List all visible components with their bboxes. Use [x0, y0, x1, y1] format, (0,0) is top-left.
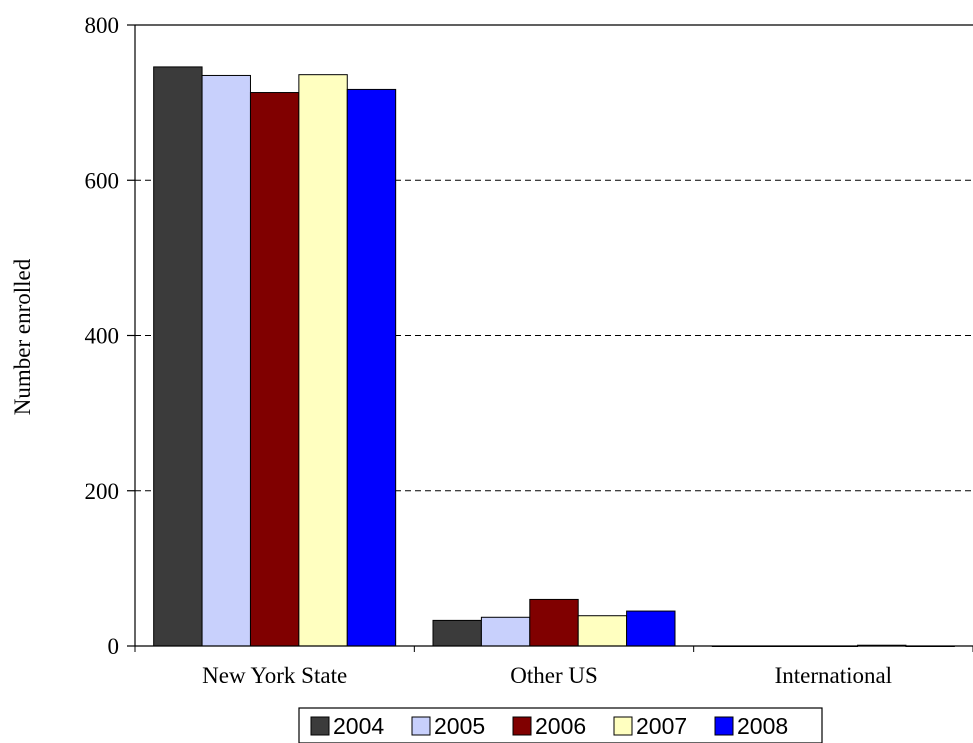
legend-label-2007: 2007	[636, 713, 687, 739]
y-tick-label-400: 400	[85, 324, 120, 349]
bars	[153, 66, 955, 647]
legend-label-2006: 2006	[535, 713, 586, 739]
y-tick-labels: 0 200 400 600 800	[85, 13, 135, 659]
bar-2006-other-us	[529, 598, 579, 647]
bar-2008-other-us	[626, 610, 676, 647]
legend-label-2005: 2005	[434, 713, 485, 739]
legend: 2004 2005 2006 2007 2008	[298, 707, 823, 743]
legend-swatch-2004	[310, 716, 330, 736]
legend-swatch-2005	[411, 716, 431, 736]
bar-2005-new-york-state	[201, 74, 251, 647]
y-axis-label: Number enrolled	[10, 258, 35, 415]
x-category-label: New York State	[202, 663, 347, 688]
legend-label-2008: 2008	[737, 713, 788, 739]
legend-label-2004: 2004	[333, 713, 384, 739]
x-category-label: International	[775, 663, 893, 688]
legend-swatch-2007	[613, 716, 633, 736]
legend-swatch-2008	[714, 716, 734, 736]
legend-swatch-2006	[512, 716, 532, 736]
x-category-labels: New York State Other US International	[134, 646, 973, 688]
x-category-label: Other US	[510, 663, 598, 688]
bar-2007-other-us	[577, 615, 628, 647]
bar-2004-other-us	[432, 619, 482, 647]
bar-2007-new-york-state	[298, 74, 348, 647]
bar-2005-other-us	[480, 616, 531, 647]
y-tick-label-200: 200	[85, 479, 120, 504]
y-tick-label-600: 600	[85, 168, 120, 193]
legend-box	[298, 707, 823, 743]
bar-2008-new-york-state	[346, 88, 397, 647]
y-tick-label-800: 800	[85, 13, 120, 38]
bar-2004-new-york-state	[153, 66, 203, 647]
y-tick-label-0: 0	[108, 634, 120, 659]
bar-2006-new-york-state	[249, 92, 300, 647]
